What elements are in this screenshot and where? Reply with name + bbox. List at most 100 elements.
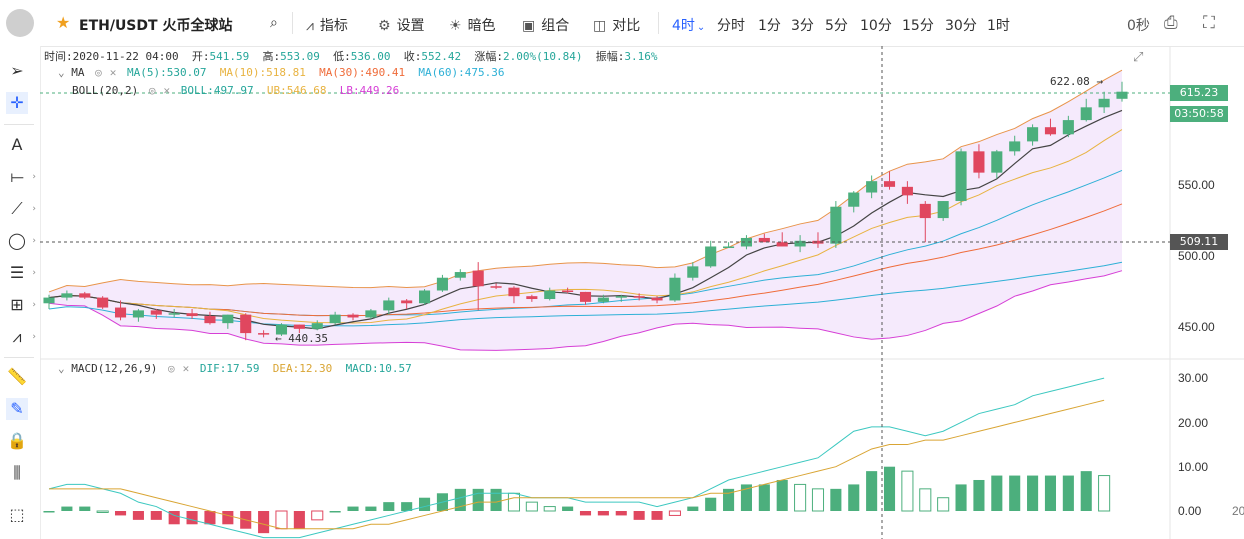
candle-body — [866, 181, 878, 193]
cursor-arrow-icon[interactable]: ➢ — [10, 61, 24, 80]
macd-bar — [1027, 475, 1039, 511]
theme-label: 暗色 — [467, 18, 496, 34]
combo-button[interactable]: ▣ 组合 — [522, 15, 569, 35]
exchange-name: 火币全球站 — [162, 18, 233, 34]
macd-bar — [883, 466, 896, 511]
interval-3m[interactable]: 3分 — [791, 18, 814, 34]
ma10-line — [48, 129, 1123, 324]
ma-legend: ⌄ MA ◎ ✕ MA(5):530.07 MA(10):518.81 MA(30… — [58, 66, 505, 79]
candle-body — [1080, 107, 1092, 121]
close-icon[interactable]: ✕ — [109, 66, 117, 79]
circle-icon[interactable]: ◯ › — [8, 231, 36, 250]
eye-icon[interactable]: ◎ — [95, 66, 102, 79]
candle-body — [991, 151, 1003, 173]
change-label: 涨幅: — [474, 50, 503, 63]
high-value: 553.09 — [280, 50, 320, 63]
interval-timeline[interactable]: 分时 — [717, 18, 745, 34]
macd-axis-tick: 0.00 — [1178, 504, 1202, 518]
horizontal-line-icon[interactable]: ⟝ › — [10, 167, 36, 186]
macd-bar — [419, 497, 431, 511]
candle-body — [132, 310, 144, 318]
toolbar-divider — [292, 12, 293, 34]
open-value: 541.59 — [209, 50, 250, 63]
close-icon[interactable]: ✕ — [182, 362, 190, 375]
macd-bar — [490, 488, 502, 511]
interval-30m[interactable]: 30分 — [945, 18, 977, 34]
chevron-down-icon[interactable]: ⌄ — [58, 362, 65, 375]
macd-bar — [365, 506, 377, 511]
symbol-title[interactable]: ETH/USDT 火币全球站 — [79, 15, 232, 35]
pencil-icon[interactable]: ✎ — [6, 398, 28, 420]
interval-15m[interactable]: 15分 — [902, 18, 934, 34]
chevron-down-icon: ⌄ — [696, 22, 706, 33]
candles-visibility-icon[interactable]: ⫼ — [13, 463, 21, 482]
channel-icon[interactable]: ☰ › — [9, 263, 36, 282]
lock-icon[interactable]: 🔒 — [7, 431, 27, 450]
eye-icon[interactable]: ◎ — [167, 362, 175, 375]
macd-bar — [472, 488, 484, 511]
candle-body — [383, 300, 395, 311]
bookmark-icon[interactable]: ⬚ — [9, 505, 25, 524]
interval-selected-label: 4时 — [672, 18, 695, 34]
eye-icon[interactable]: ◎ — [148, 84, 156, 97]
theme-button[interactable]: ☀ 暗色 — [449, 15, 496, 35]
compare-button[interactable]: ◫ 对比 — [593, 15, 640, 35]
settings-button[interactable]: ⚙ 设置 — [378, 15, 425, 35]
boll-legend: BOLL(20,2) ◎ ✕ BOLL:497.97 UB:546.68 LB:4… — [72, 84, 399, 97]
macd-dea-line — [49, 399, 1105, 530]
macd-bar — [186, 511, 198, 525]
search-icon[interactable]: ⌕ — [270, 15, 278, 31]
fullscreen-icon[interactable]: ⛶ — [1203, 13, 1215, 33]
candle-body — [150, 310, 162, 315]
countdown-seconds: 0秒 — [1127, 18, 1150, 34]
expand-pane-icon[interactable]: ⤢ — [1133, 50, 1144, 65]
macd-bar — [258, 511, 270, 534]
close-icon[interactable]: ✕ — [163, 84, 171, 97]
candle-body — [490, 286, 502, 288]
interval-1h[interactable]: 1时 — [987, 18, 1010, 34]
ma10-value: MA(10):518.81 — [219, 66, 306, 79]
combo-label: 组合 — [541, 18, 570, 34]
candle-body — [401, 300, 413, 304]
price-axis-tick: 450.00 — [1178, 320, 1215, 334]
interval-10m[interactable]: 10分 — [860, 18, 892, 34]
drawing-toolbar: ➢ ✛ A ⟝ › ⟋ › ◯ › ☰ › ⊞ › ⩘ › 📏 ✎ 🔒 ⫼ ⬚ — [0, 46, 41, 539]
candle-body — [79, 293, 91, 298]
macd-bar — [740, 484, 752, 511]
boll-mid-line — [48, 169, 1123, 317]
grid-box-icon[interactable]: ⊞ › — [10, 295, 36, 314]
candle-body — [258, 333, 270, 335]
macd-bar — [776, 479, 788, 511]
macd-bar — [454, 488, 466, 511]
candle-body — [705, 246, 717, 267]
macd-bar — [919, 488, 932, 512]
interval-1m[interactable]: 1分 — [758, 18, 781, 34]
text-tool-icon[interactable]: A — [11, 135, 23, 154]
interval-selector[interactable]: 4时 ⌄ — [672, 15, 705, 35]
wave-pattern-icon[interactable]: ⩘ › — [12, 327, 36, 346]
interval-5m[interactable]: 5分 — [825, 18, 848, 34]
crosshair-icon[interactable]: ✛ — [6, 92, 28, 114]
ma30-line — [48, 203, 1123, 317]
macd-bar — [758, 484, 770, 511]
trend-line-icon[interactable]: ⟋ › — [11, 199, 36, 218]
ma60-line — [48, 261, 1123, 327]
candle-body — [883, 181, 896, 187]
candle-body — [43, 297, 55, 304]
macd-axis-tick: 20.00 — [1178, 416, 1209, 430]
macd-bar — [43, 511, 55, 513]
candle-body — [472, 270, 484, 287]
candle-body — [365, 310, 377, 318]
macd-bar — [633, 511, 645, 520]
camera-icon[interactable]: ⎙ — [1164, 13, 1178, 33]
macd-bar — [937, 497, 950, 512]
macd-legend: ⌄ MACD(12,26,9) ◎ ✕ DIF:17.59 DEA:12.30 M… — [58, 362, 412, 375]
macd-bar — [311, 510, 324, 521]
macd-bar — [79, 506, 91, 511]
chevron-down-icon[interactable]: ⌄ — [58, 66, 65, 79]
indicators-button[interactable]: ⩘ 指标 — [306, 15, 348, 35]
ruler-icon[interactable]: 📏 — [7, 367, 27, 386]
favorite-star-icon[interactable]: ★ — [56, 13, 71, 32]
time-label: 时间: — [44, 50, 73, 63]
candle-body — [687, 266, 699, 278]
